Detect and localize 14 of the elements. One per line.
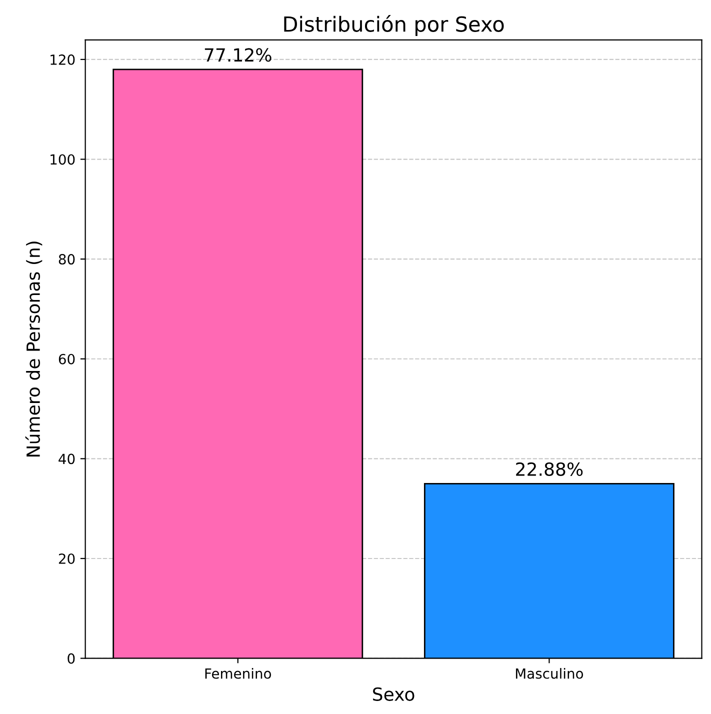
y-tick-label: 20 <box>58 553 75 564</box>
chart-title: Distribución por Sexo <box>284 14 504 36</box>
x-tick-label: Masculino <box>516 668 584 679</box>
y-tick-label: 40 <box>58 454 75 464</box>
x-tick-label: Femenino <box>205 668 272 679</box>
y-tick-label: 100 <box>50 154 75 165</box>
annotation: 77.12% <box>204 48 272 62</box>
y-tick-label: 0 <box>68 653 75 664</box>
y-tick-label: 120 <box>50 54 75 65</box>
y-tick-label: 80 <box>58 254 75 265</box>
y-tick-label: 60 <box>58 354 75 364</box>
x-axis-title: Sexo <box>373 687 414 702</box>
annotation: 22.88% <box>516 462 583 476</box>
y-axis-title: Número de Personas (n) <box>25 242 42 456</box>
